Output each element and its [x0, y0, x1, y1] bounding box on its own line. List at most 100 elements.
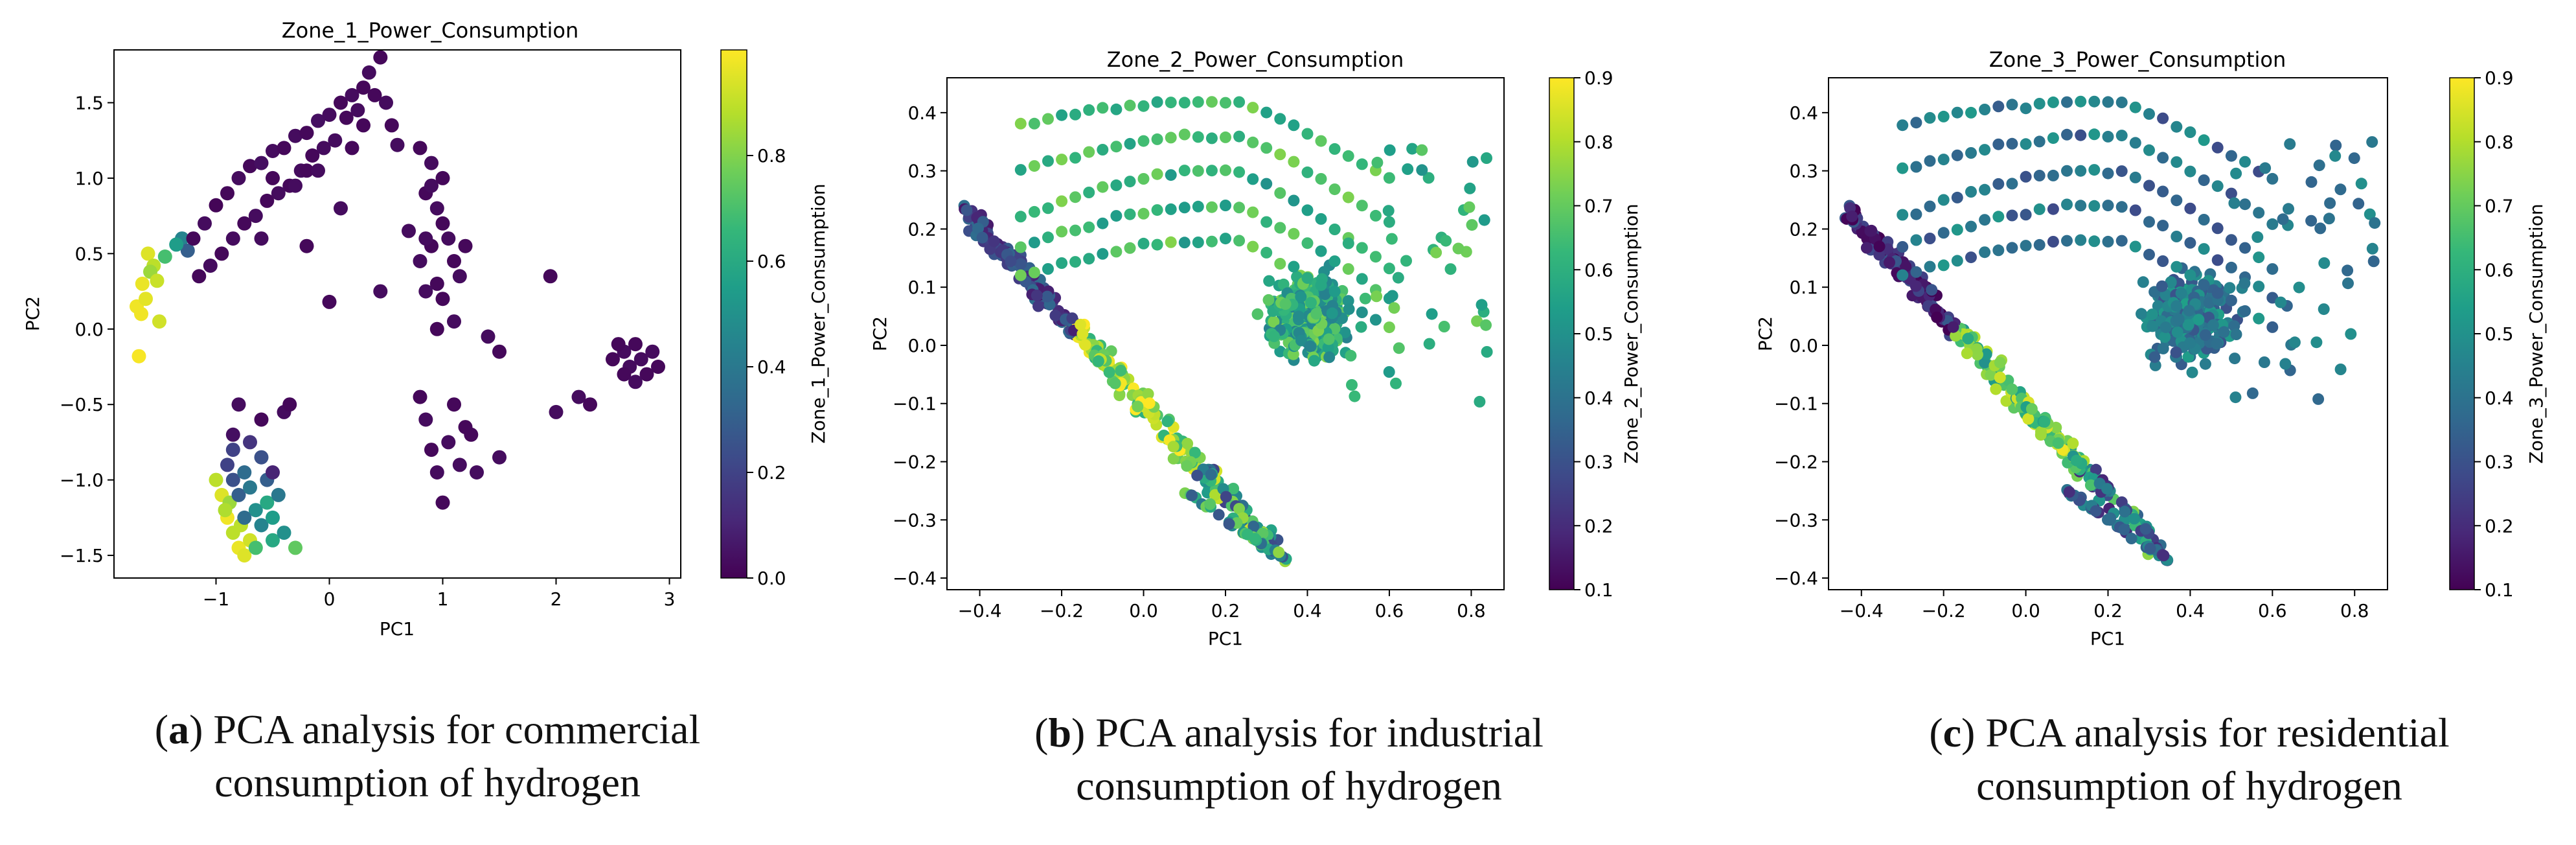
data-point [1937, 227, 1950, 239]
data-point [1110, 141, 1123, 153]
y-tick-label: 0.5 [74, 243, 104, 264]
data-point [1124, 99, 1136, 111]
chart-title: Zone_2_Power_Consumption [1107, 47, 1404, 72]
data-point [1092, 355, 1104, 367]
data-point [1383, 262, 1395, 275]
data-point [1014, 241, 1027, 253]
data-point [260, 193, 275, 208]
data-point [2211, 287, 2224, 299]
data-point [1069, 224, 1082, 237]
data-point [1220, 97, 1231, 109]
y-tick-label: 0.3 [1789, 161, 1818, 182]
data-point [1137, 173, 1150, 185]
data-point [1951, 106, 1963, 119]
data-point [1301, 166, 1314, 178]
data-point [1315, 245, 1327, 257]
data-point [1178, 128, 1191, 141]
data-point [1137, 207, 1150, 220]
data-point [1260, 216, 1273, 228]
data-point [2144, 542, 2156, 555]
data-point [1274, 113, 1286, 125]
data-point [1980, 348, 1992, 360]
data-point [1083, 146, 1095, 158]
data-point [1422, 172, 1435, 184]
data-point [2115, 235, 2128, 247]
data-point [2253, 281, 2265, 293]
data-point [1192, 131, 1204, 143]
data-point [1315, 213, 1327, 225]
data-point [299, 126, 314, 141]
x-axis-label: PC1 [1208, 628, 1243, 649]
data-point [1356, 242, 1368, 254]
axis-ticks: −1 0 1 2 3 −1.5 −1.0 −0.5 0.0 0.5 1.0 1.5 [60, 93, 675, 610]
data-point [1288, 156, 1300, 168]
data-point [2157, 112, 2169, 124]
data-point [1382, 205, 1395, 217]
data-point [2143, 248, 2155, 260]
colorbar-tick-label: 0.7 [1584, 196, 1613, 217]
data-point [2251, 231, 2264, 243]
colorbar-label: Zone_2_Power_Consumption [1621, 203, 1642, 463]
data-point [2170, 346, 2182, 358]
data-point [1897, 209, 1909, 221]
data-point [135, 276, 150, 291]
data-point [277, 526, 291, 540]
data-point [2157, 185, 2169, 198]
scatter-points [958, 96, 1493, 568]
data-point [611, 337, 626, 352]
data-point [2090, 463, 2102, 476]
data-point [311, 163, 325, 178]
data-point [2186, 366, 2198, 378]
data-point [248, 503, 263, 518]
data-point [1295, 334, 1307, 347]
data-point [2355, 178, 2367, 190]
data-point [1028, 160, 1040, 172]
data-point [1223, 518, 1235, 530]
colorbar-ticks: 0.1 0.2 0.3 0.4 0.5 0.6 0.7 0.8 0.9 [1574, 67, 1613, 601]
data-point [266, 533, 280, 548]
data-point [1924, 233, 1936, 244]
data-point [1951, 224, 1963, 236]
data-point [435, 495, 450, 510]
data-point [2115, 201, 2128, 213]
data-point [1028, 117, 1040, 130]
data-point [1951, 191, 1963, 203]
data-point [1444, 263, 1457, 275]
data-point [209, 472, 223, 487]
data-point [1884, 257, 1895, 268]
data-point [339, 110, 354, 125]
data-point [2070, 454, 2082, 467]
data-point [1897, 241, 1909, 253]
data-point [350, 103, 365, 118]
data-point [1220, 164, 1231, 176]
data-point [2137, 276, 2149, 288]
data-point [2324, 197, 2336, 209]
data-point [1322, 341, 1334, 354]
caption-line2: consumption of hydrogen [214, 759, 641, 805]
colorbar-tick-label: 0.8 [1584, 132, 1613, 153]
caption-b: (b) PCA analysis for industrial consumpt… [1034, 710, 1544, 809]
data-point [2313, 159, 2325, 172]
data-point [2052, 437, 2064, 449]
data-point [2088, 95, 2101, 108]
y-tick-label: 0.2 [1789, 218, 1818, 240]
y-tick-label: −0.4 [893, 568, 937, 589]
data-point [1860, 242, 1873, 254]
data-point [1249, 533, 1261, 545]
data-point [1328, 255, 1341, 268]
data-point [1315, 173, 1327, 185]
data-point [2143, 144, 2155, 156]
data-point [1343, 303, 1355, 316]
data-point [1931, 311, 1943, 323]
data-point [2158, 550, 2170, 562]
data-point [169, 237, 184, 252]
data-point [1205, 235, 1218, 248]
data-point [435, 170, 450, 185]
data-point [1042, 113, 1054, 125]
data-point [334, 201, 348, 216]
data-point [441, 435, 456, 450]
data-point [492, 450, 507, 465]
data-point [988, 235, 1000, 248]
data-point [1416, 164, 1428, 176]
data-point [152, 314, 166, 329]
